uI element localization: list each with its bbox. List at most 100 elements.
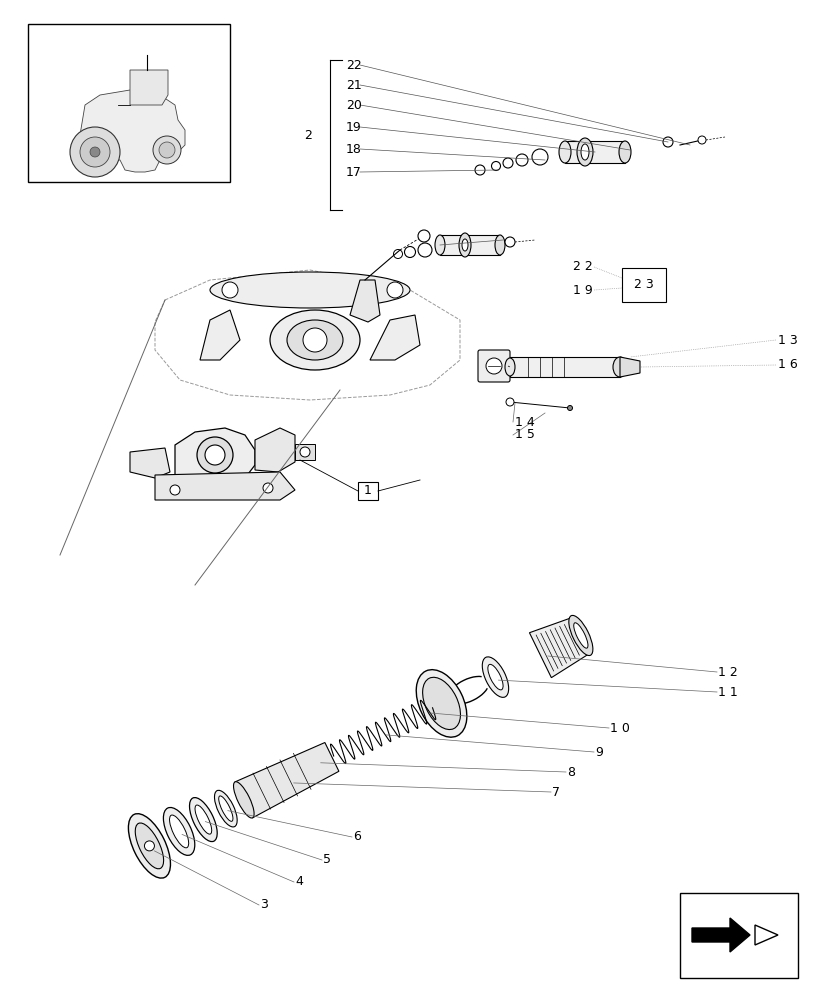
Ellipse shape [128,814,170,878]
Bar [509,357,619,377]
Ellipse shape [619,141,630,163]
Text: 8: 8 [566,766,574,778]
Text: 21: 21 [346,79,361,92]
Text: 1: 1 [364,485,371,497]
Polygon shape [691,918,749,952]
Ellipse shape [581,144,588,160]
Text: 1 3: 1 3 [777,334,796,347]
Polygon shape [155,472,294,500]
Text: 1 0: 1 0 [609,721,629,734]
Polygon shape [80,90,184,172]
Circle shape [263,483,273,493]
Ellipse shape [458,233,471,257]
Polygon shape [130,70,168,105]
Circle shape [418,230,429,242]
Polygon shape [350,280,380,322]
Circle shape [80,137,110,167]
Ellipse shape [568,615,592,656]
Circle shape [303,328,327,352]
Circle shape [475,165,485,175]
Ellipse shape [434,235,444,255]
Circle shape [697,136,705,144]
Text: 4: 4 [294,876,303,888]
Text: 17: 17 [346,166,361,179]
Ellipse shape [170,815,189,848]
Text: 20: 20 [346,99,361,112]
Circle shape [70,127,120,177]
Text: 1 2: 1 2 [717,666,737,678]
Ellipse shape [576,138,592,166]
Circle shape [197,437,232,473]
Bar [679,893,797,978]
Bar [357,482,378,500]
Text: 2 2: 2 2 [572,260,592,273]
Polygon shape [235,743,338,818]
Text: 9: 9 [595,745,602,758]
Ellipse shape [135,823,164,869]
Ellipse shape [487,664,503,690]
Circle shape [418,243,432,257]
Circle shape [205,445,225,465]
Circle shape [491,162,500,171]
Ellipse shape [163,807,194,855]
Circle shape [485,358,501,374]
Circle shape [662,137,672,147]
Polygon shape [619,357,639,377]
Circle shape [170,485,179,495]
Text: 2 3: 2 3 [633,278,653,292]
Bar [564,141,624,163]
Polygon shape [200,310,240,360]
Bar [621,268,665,302]
Ellipse shape [422,677,460,730]
Circle shape [532,149,547,165]
Text: 18: 18 [346,143,361,156]
Ellipse shape [189,798,217,842]
Ellipse shape [214,790,237,827]
Text: 19: 19 [346,121,361,134]
Ellipse shape [210,272,409,308]
Bar [439,235,500,255]
Ellipse shape [612,357,626,377]
Polygon shape [370,315,419,360]
Circle shape [90,147,100,157]
Ellipse shape [481,657,508,697]
Circle shape [393,249,402,258]
Ellipse shape [461,239,467,251]
Text: 3: 3 [260,898,268,911]
Text: 5: 5 [323,853,331,866]
Circle shape [504,237,514,247]
Polygon shape [174,428,255,485]
Circle shape [144,841,155,851]
Circle shape [159,142,174,158]
Ellipse shape [287,320,342,360]
Ellipse shape [495,235,504,255]
Circle shape [299,447,309,457]
Text: 1 1: 1 1 [717,686,737,698]
Ellipse shape [270,310,360,370]
Text: 1 4: 1 4 [514,416,534,428]
Circle shape [515,154,528,166]
Ellipse shape [504,358,514,376]
Ellipse shape [233,782,254,818]
Text: 1 9: 1 9 [572,284,592,296]
FancyBboxPatch shape [477,350,509,382]
Text: 2: 2 [304,129,312,142]
Text: 22: 22 [346,59,361,72]
Text: 6: 6 [352,830,361,843]
Ellipse shape [558,141,571,163]
Ellipse shape [416,670,466,737]
Polygon shape [528,617,589,678]
Text: 7: 7 [552,786,559,798]
Circle shape [153,136,181,164]
Polygon shape [255,428,294,472]
Circle shape [386,282,403,298]
Ellipse shape [218,796,232,821]
Circle shape [566,406,571,410]
Text: 1 5: 1 5 [514,428,534,442]
Circle shape [222,282,237,298]
Circle shape [502,158,513,168]
Ellipse shape [573,623,587,648]
Circle shape [404,246,415,257]
Bar [28,24,230,182]
Polygon shape [130,448,170,478]
